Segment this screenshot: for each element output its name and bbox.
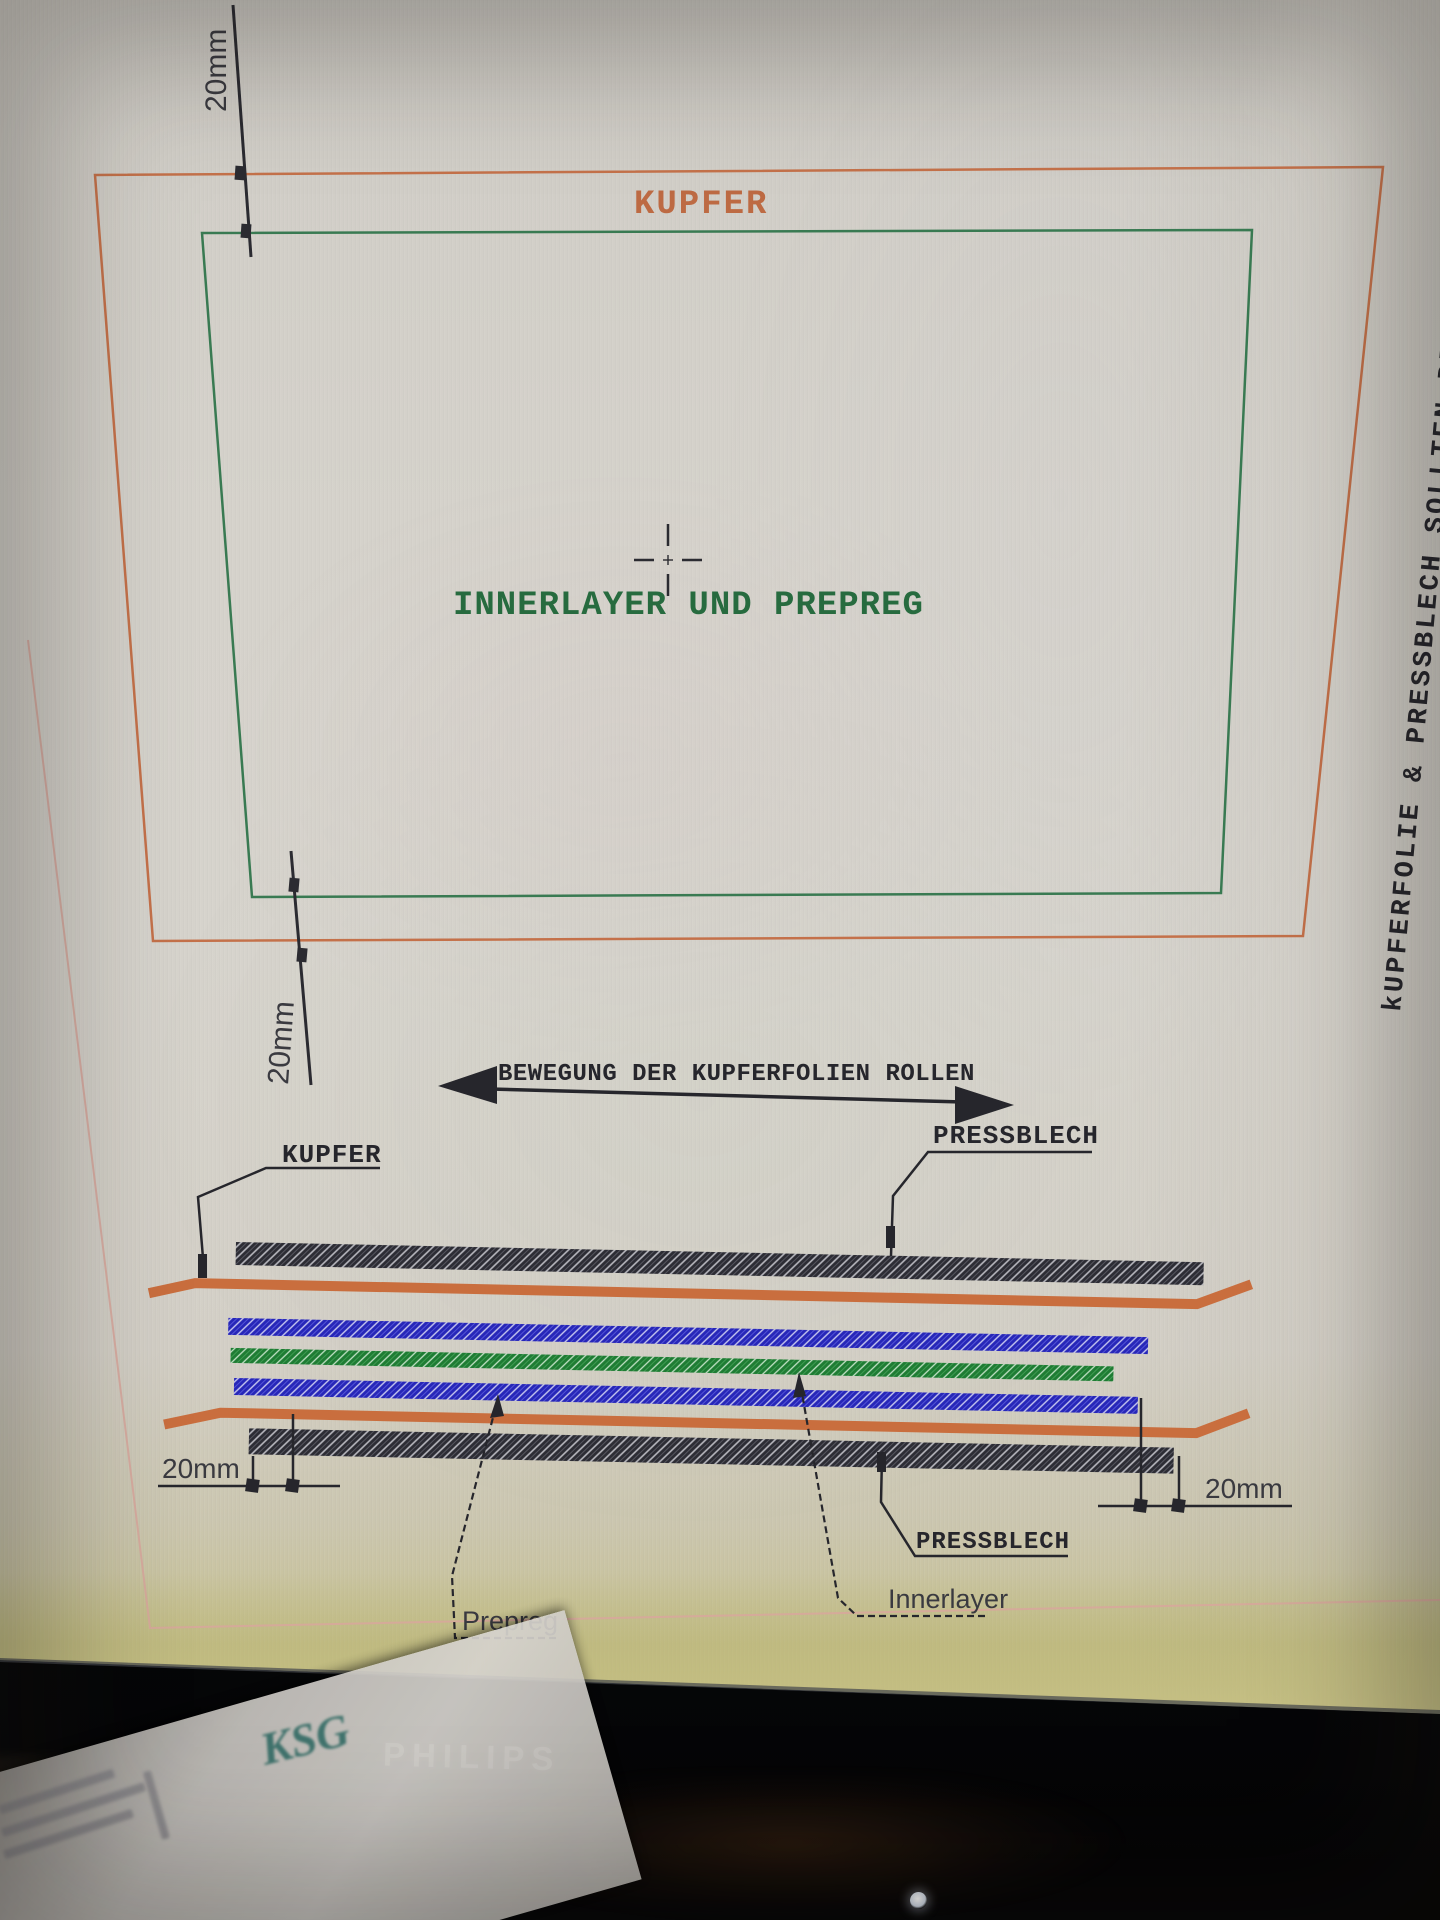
pressblech-bottom-callout: PRESSBLECH: [877, 1452, 1070, 1558]
side-note-vertical: kUPFERFOLIE & PRESSBLECH SOLLTEN DIE SEL…: [1377, 0, 1440, 1013]
dimension-middle-text: 20mm: [262, 1000, 301, 1085]
dimension-bottom-left-text: 20mm: [162, 1453, 240, 1484]
innerlayer-callout: Innerlayer: [793, 1372, 1008, 1618]
layer-kupferfolie-top: [147, 1278, 1254, 1310]
dimension-bottom-right: 20mm: [1098, 1398, 1292, 1513]
pressblech-top-callout: PRESSBLECH: [886, 1121, 1099, 1257]
monitor-screen[interactable]: KUPFER INNERLAYER UND PREPREG 20mm: [0, 0, 1440, 1714]
cad-drawing: KUPFER INNERLAYER UND PREPREG 20mm: [27, 0, 1440, 1640]
dimension-bottom-right-text: 20mm: [1205, 1473, 1283, 1504]
kupfer-title: KUPFER: [634, 186, 768, 224]
lamination-stack: [147, 1242, 1254, 1474]
innerlayer-text: Innerlayer: [888, 1584, 1008, 1614]
pressblech-bottom-text: PRESSBLECH: [916, 1529, 1070, 1556]
paper-text-line: [2, 1808, 135, 1860]
movement-arrow: BEWEGUNG DER KUPFERFOLIEN ROLLEN: [438, 1061, 1014, 1124]
layer-pressblech-top: [235, 1242, 1204, 1286]
prepreg-callout: Prepreg: [450, 1394, 558, 1640]
arrowhead-left: [438, 1066, 497, 1104]
layer-pressblech-bottom: [248, 1428, 1174, 1474]
layer-innerlayer: [230, 1347, 1114, 1382]
ksg-logo: KSG: [255, 1703, 355, 1775]
kupfer-sheet-outline: [93, 165, 1385, 943]
paper-text-line: [0, 1768, 116, 1815]
pressblech-top-text: PRESSBLECH: [933, 1121, 1099, 1151]
kupfer-callout-text: KUPFER: [282, 1140, 382, 1170]
innerlayer-panel-label: INNERLAYER UND PREPREG: [453, 587, 924, 625]
layer-kupferfolie-bottom: [163, 1407, 1251, 1439]
layer-prepreg-top: [228, 1317, 1149, 1355]
layer-prepreg-bottom: [233, 1377, 1138, 1414]
movement-label: BEWEGUNG DER KUPFERFOLIEN ROLLEN: [498, 1061, 975, 1088]
paper-divider-line: [142, 1770, 170, 1840]
drawing-frame-border: [27, 639, 1440, 1630]
cad-crosshair-cursor[interactable]: [634, 524, 702, 596]
dimension-bottom-left: 20mm: [158, 1414, 340, 1493]
kupfer-callout: KUPFER: [196, 1140, 382, 1278]
arrowhead-right: [955, 1086, 1014, 1124]
dimension-top-text: 20mm: [200, 29, 233, 112]
dimension-top: 20mm: [200, 4, 253, 258]
innerlayer-panel-outline: [200, 228, 1254, 899]
dimension-middle: 20mm: [262, 850, 313, 1085]
power-led[interactable]: [910, 1892, 927, 1909]
